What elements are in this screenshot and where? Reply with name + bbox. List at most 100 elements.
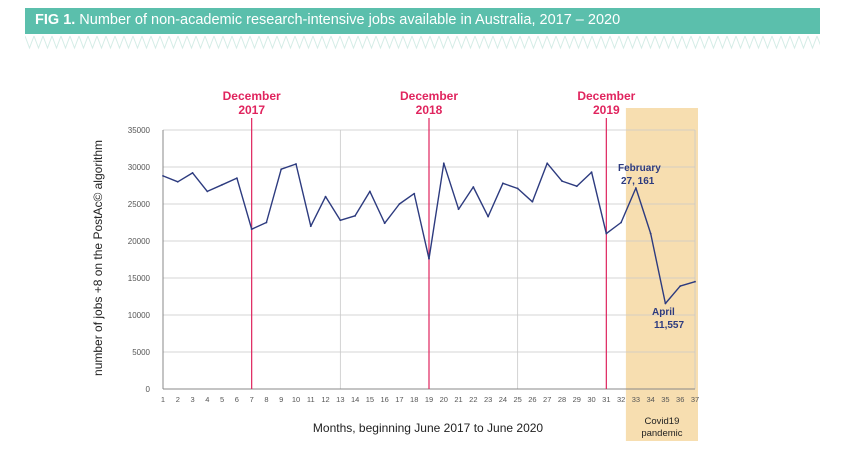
pattern-line: [25, 35, 820, 50]
y-tick-label: 30000: [128, 163, 151, 172]
data-point: [176, 180, 179, 183]
x-tick-label: 8: [264, 395, 268, 404]
data-point: [590, 171, 593, 174]
y-axis-title: number of jobs +8 on the PostAc© algorit…: [91, 140, 105, 376]
x-tick-label: 27: [543, 395, 551, 404]
x-tick-label: 20: [440, 395, 448, 404]
figure-label: FIG 1.: [35, 12, 76, 28]
x-tick-label: 37: [691, 395, 699, 404]
annotation-april: April: [652, 307, 675, 318]
shaded-region: [625, 108, 698, 441]
marker-label-year: 2019: [593, 103, 620, 117]
x-tick-label: 25: [513, 395, 521, 404]
data-point: [295, 163, 297, 165]
data-point: [250, 228, 253, 231]
data-point: [634, 187, 637, 189]
x-tick-label: 31: [602, 395, 610, 404]
x-tick-label: 36: [676, 395, 684, 404]
data-point: [694, 280, 696, 283]
data-point: [531, 200, 534, 203]
y-tick-label: 15000: [128, 274, 151, 283]
data-point: [368, 190, 371, 193]
data-point: [516, 187, 519, 190]
data-point: [605, 232, 608, 235]
data-point: [472, 186, 475, 188]
data-point: [324, 195, 327, 198]
data-point: [664, 302, 667, 305]
x-tick-label: 32: [617, 395, 625, 404]
data-point: [221, 183, 224, 186]
data-point: [398, 203, 401, 205]
x-tick-label: 35: [661, 395, 669, 404]
x-tick-label: 13: [336, 395, 344, 404]
x-tick-label: 21: [454, 395, 462, 404]
figure-title: FIG 1. Number of non-academic research-in…: [35, 12, 620, 28]
x-tick-label: 22: [469, 395, 477, 404]
data-point: [309, 225, 312, 228]
data-point: [546, 162, 549, 165]
data-point: [575, 185, 578, 188]
marker-label-year: 2018: [416, 103, 443, 117]
data-point: [487, 215, 490, 218]
annotation-february-value: 27, 161: [621, 176, 655, 187]
x-tick-label: 33: [632, 395, 640, 404]
x-axis-title: Months, beginning June 2017 to June 2020: [313, 421, 544, 435]
data-point: [501, 182, 504, 185]
x-tick-label: 29: [573, 395, 581, 404]
x-tick-label: 34: [646, 395, 654, 404]
data-point: [162, 174, 164, 177]
data-point: [649, 232, 652, 235]
x-tick-label: 4: [205, 395, 209, 404]
x-tick-label: 17: [395, 395, 403, 404]
x-tick-label: 10: [292, 395, 300, 404]
y-tick-label: 0: [146, 385, 151, 394]
data-point: [339, 219, 342, 222]
data-point: [206, 190, 209, 193]
x-tick-label: 19: [425, 395, 433, 404]
data-point: [428, 257, 430, 260]
x-tick-label: 28: [558, 395, 566, 404]
annotation-april-value: 11,557: [654, 320, 684, 331]
y-tick-label: 10000: [128, 311, 151, 320]
data-point: [413, 192, 416, 195]
data-point: [561, 180, 563, 182]
annotation-february: February: [618, 163, 661, 174]
x-tick-label: 1: [161, 395, 165, 404]
data-point: [620, 221, 623, 224]
x-tick-label: 12: [321, 395, 329, 404]
x-tick-label: 23: [484, 395, 492, 404]
data-point: [457, 208, 460, 211]
x-tick-label: 26: [528, 395, 536, 404]
decorative-pattern: [25, 35, 820, 50]
data-point: [354, 214, 357, 217]
data-point: [265, 221, 268, 224]
y-tick-label: 35000: [128, 126, 151, 135]
data-point: [235, 177, 238, 180]
x-tick-label: 16: [380, 395, 388, 404]
data-point: [280, 168, 283, 171]
x-tick-label: 18: [410, 395, 418, 404]
y-tick-label: 5000: [132, 348, 150, 357]
data-point: [442, 162, 445, 165]
x-tick-label: 30: [587, 395, 595, 404]
marker-label-month: December: [577, 89, 635, 103]
marker-label-month: December: [400, 89, 458, 103]
y-tick-label: 20000: [128, 237, 151, 246]
x-tick-label: 7: [250, 395, 254, 404]
title-banner: FIG 1. Number of non-academic research-in…: [25, 8, 820, 34]
marker-label-year: 2017: [238, 103, 265, 117]
x-tick-label: 9: [279, 395, 283, 404]
x-tick-label: 5: [220, 395, 224, 404]
data-point: [383, 222, 386, 225]
data-point: [191, 172, 194, 174]
x-tick-label: 15: [366, 395, 374, 404]
x-tick-label: 3: [190, 395, 194, 404]
shaded-region-label: Covid19: [645, 416, 680, 427]
x-tick-label: 11: [307, 395, 315, 404]
y-tick-label: 25000: [128, 200, 151, 209]
shaded-region-label: pandemic: [641, 428, 682, 439]
marker-label-month: December: [223, 89, 281, 103]
x-tick-label: 14: [351, 395, 359, 404]
figure-title-text: Number of non-academic research-intensiv…: [79, 12, 621, 28]
